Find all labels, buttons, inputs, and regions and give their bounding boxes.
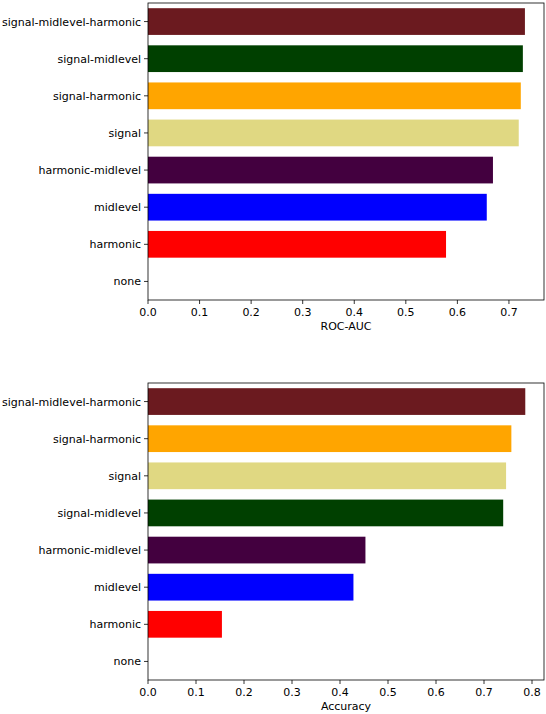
chart: signal-midlevel-harmonic signal-harmonic s… [2, 383, 544, 713]
x-tick-label: 0.2 [242, 306, 260, 319]
y-tick [144, 512, 148, 513]
y-tick [144, 170, 148, 171]
y-tick [144, 475, 148, 476]
x-tick [244, 680, 245, 684]
x-tick [292, 680, 293, 684]
category-label: signal [108, 127, 141, 140]
x-tick-label: 0.5 [397, 306, 415, 319]
bar [148, 388, 525, 415]
x-tick [388, 680, 389, 684]
x-tick-label: 0.1 [187, 686, 205, 699]
category-label: harmonic [89, 618, 141, 631]
x-tick-label: 0.5 [379, 686, 397, 699]
x-tick [196, 680, 197, 684]
x-tick-label: 0.0 [139, 686, 157, 699]
y-tick [144, 438, 148, 439]
category-label: signal-harmonic [53, 433, 141, 446]
y-tick [144, 587, 148, 588]
bar [148, 231, 446, 258]
category-label: harmonic-midlevel [39, 544, 141, 557]
category-label: signal-midlevel [58, 53, 141, 66]
category-label: signal [108, 470, 141, 483]
category-label: harmonic [89, 238, 141, 251]
frame [148, 383, 544, 680]
y-tick [144, 624, 148, 625]
category-label: signal-midlevel-harmonic [2, 396, 141, 409]
x-tick-label: 0.3 [294, 306, 312, 319]
x-tick-label: 0.1 [191, 306, 209, 319]
frame [148, 3, 544, 300]
category-label: signal-midlevel [58, 507, 141, 520]
figure: signal-midlevel-harmonicsignal-midlevels… [0, 0, 546, 714]
bar [148, 45, 523, 72]
chart: signal-midlevel-harmonic signal-midlevel s… [2, 3, 544, 333]
y-tick [144, 661, 148, 662]
x-tick [532, 680, 533, 684]
y-tick [144, 244, 148, 245]
x-tick-label: 0.8 [523, 686, 541, 699]
category-label: harmonic-midlevel [39, 164, 141, 177]
x-tick-label: 0.7 [500, 306, 518, 319]
bar [148, 425, 511, 452]
x-tick [148, 300, 149, 304]
bar [148, 537, 365, 564]
x-tick [251, 300, 252, 304]
x-axis-label: Accuracy [321, 700, 372, 713]
y-tick [144, 281, 148, 282]
y-tick [144, 132, 148, 133]
category-label: signal-midlevel-harmonic [2, 16, 141, 29]
x-tick-label: 0.7 [475, 686, 493, 699]
x-tick-label: 0.0 [139, 306, 157, 319]
bar [148, 500, 503, 527]
x-tick-label: 0.4 [346, 306, 364, 319]
bar [148, 574, 353, 601]
y-tick [144, 401, 148, 402]
x-tick [302, 300, 303, 304]
category-label: midlevel [94, 201, 141, 214]
x-tick [508, 300, 509, 304]
category-label: signal-harmonic [53, 90, 141, 103]
x-axis-label: ROC-AUC [321, 320, 372, 333]
bar [148, 194, 487, 221]
bar [148, 82, 521, 109]
y-tick [144, 207, 148, 208]
bar [148, 120, 519, 147]
x-tick [354, 300, 355, 304]
y-tick [144, 550, 148, 551]
x-tick-label: 0.2 [235, 686, 253, 699]
y-tick [144, 21, 148, 22]
x-tick-label: 0.4 [331, 686, 349, 699]
x-tick [484, 680, 485, 684]
category-label: none [114, 655, 142, 668]
x-tick [148, 680, 149, 684]
y-tick [144, 58, 148, 59]
x-tick [340, 680, 341, 684]
bar [148, 157, 493, 184]
category-label: midlevel [94, 581, 141, 594]
bars [148, 8, 525, 257]
bar [148, 611, 222, 638]
y-tick [144, 95, 148, 96]
x-tick-label: 0.3 [283, 686, 301, 699]
x-tick [199, 300, 200, 304]
x-tick-label: 0.6 [449, 306, 467, 319]
x-tick [405, 300, 406, 304]
category-label: none [114, 275, 142, 288]
bar [148, 8, 525, 35]
x-tick [436, 680, 437, 684]
bar [148, 462, 506, 489]
x-tick [457, 300, 458, 304]
x-tick-label: 0.6 [427, 686, 445, 699]
bars [148, 388, 525, 637]
